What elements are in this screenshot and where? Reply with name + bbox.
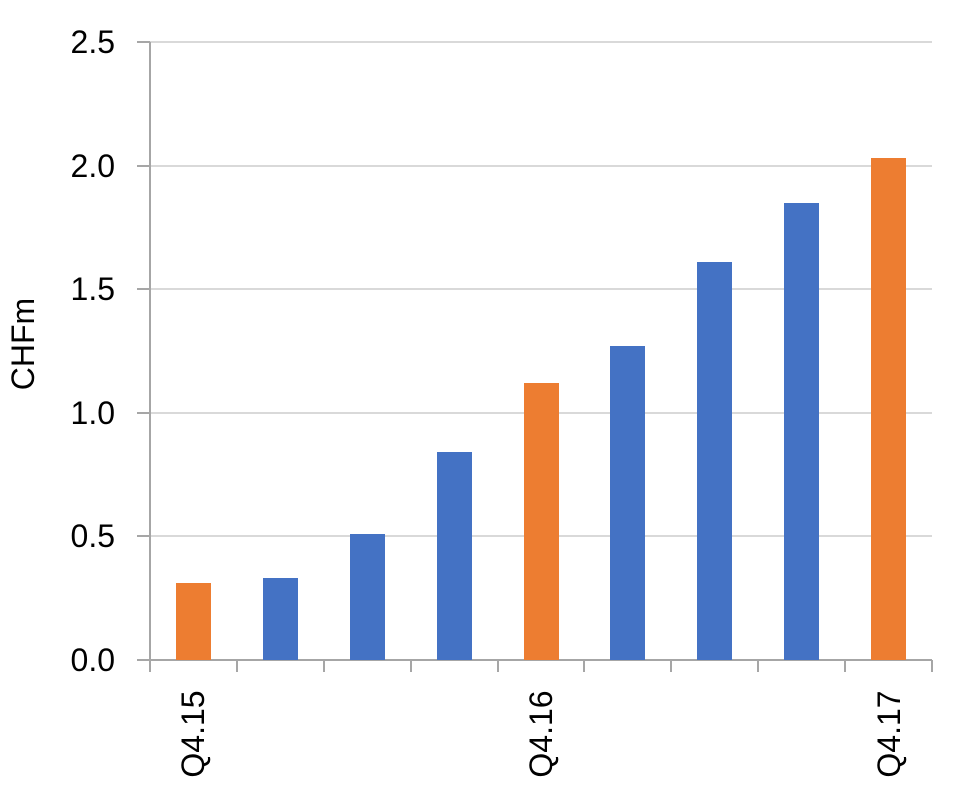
y-tick-mark	[137, 164, 150, 167]
bar	[175, 583, 211, 660]
bar	[262, 578, 298, 660]
x-axis-label: Q4.16	[523, 690, 559, 778]
x-tick-mark	[670, 660, 673, 672]
x-tick-mark	[322, 660, 325, 672]
x-tick-mark	[931, 660, 933, 672]
bar	[610, 346, 646, 660]
y-axis-line	[149, 42, 151, 672]
x-tick-mark	[583, 660, 586, 672]
gridline	[150, 41, 932, 43]
x-tick-mark	[235, 660, 238, 672]
x-tick-mark	[844, 660, 847, 672]
bar	[784, 202, 820, 660]
y-tick-mark	[137, 288, 150, 291]
gridline	[150, 164, 932, 167]
bar	[697, 262, 733, 660]
bar	[349, 533, 385, 660]
y-tick-mark	[137, 535, 150, 538]
x-tick-mark	[757, 660, 760, 672]
bar	[523, 383, 559, 660]
y-tick-label: 0.0	[70, 642, 115, 678]
gridline	[150, 288, 932, 291]
y-tick-label: 0.5	[70, 518, 115, 555]
y-tick-label: 2.5	[70, 24, 115, 60]
bar	[436, 452, 472, 660]
y-tick-label: 1.0	[70, 394, 115, 431]
y-tick-mark	[137, 411, 150, 414]
x-axis-line	[137, 659, 932, 661]
y-tick-label: 1.5	[70, 271, 115, 308]
y-tick-mark	[137, 41, 150, 43]
y-tick-label: 2.0	[70, 147, 115, 184]
x-axis-label: Q4.15	[175, 690, 212, 778]
bar	[871, 158, 907, 660]
x-axis-label: Q4.17	[870, 690, 907, 778]
x-tick-mark	[409, 660, 412, 672]
x-tick-mark	[496, 660, 499, 672]
